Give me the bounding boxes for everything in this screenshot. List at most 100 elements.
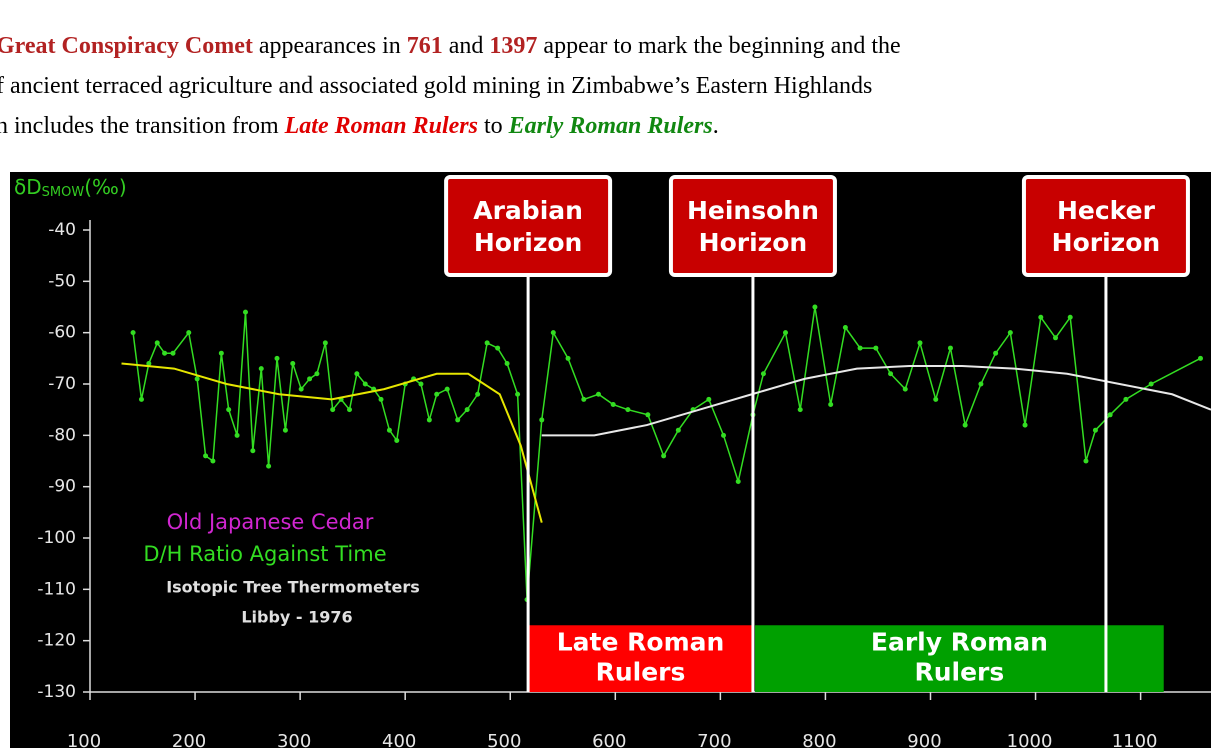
point bbox=[138, 396, 144, 402]
point bbox=[484, 340, 490, 346]
point bbox=[1007, 330, 1013, 336]
annotation: Isotopic Tree Thermometers bbox=[166, 578, 420, 597]
horizon-box bbox=[444, 175, 613, 277]
point bbox=[347, 407, 353, 413]
region bbox=[528, 625, 753, 692]
text-run: Early Roman Rulers bbox=[508, 113, 713, 139]
point bbox=[354, 371, 360, 377]
point bbox=[1083, 458, 1089, 464]
point bbox=[917, 340, 923, 346]
text-line: Great Conspiracy Comet appearances in 76… bbox=[0, 26, 1211, 66]
text-line: f ancient terraced agriculture and assoc… bbox=[0, 66, 1211, 106]
point bbox=[362, 381, 368, 387]
point bbox=[495, 345, 501, 351]
point bbox=[978, 381, 984, 387]
point bbox=[515, 391, 521, 397]
point bbox=[1092, 427, 1098, 433]
x-tick-label: 600 bbox=[592, 731, 626, 748]
x-tick-label: 700 bbox=[697, 731, 731, 748]
point bbox=[162, 350, 168, 356]
x-tick-label: 300 bbox=[277, 731, 311, 748]
text-run: Great Conspiracy Comet bbox=[0, 33, 253, 59]
point bbox=[282, 427, 288, 433]
point bbox=[290, 360, 296, 366]
point bbox=[595, 391, 601, 397]
point bbox=[675, 427, 681, 433]
y-tick-label: -120 bbox=[37, 631, 76, 651]
point bbox=[857, 345, 863, 351]
point bbox=[307, 376, 313, 382]
region-label: Early Roman bbox=[871, 627, 1048, 656]
text-run: appear to mark the beginning and the bbox=[537, 33, 901, 59]
point bbox=[721, 432, 727, 438]
y-axis-label: δDSMOW(‰) bbox=[14, 175, 127, 200]
point bbox=[550, 330, 556, 336]
point bbox=[842, 325, 848, 331]
x-tick-label: 1000 bbox=[1007, 731, 1053, 748]
point bbox=[933, 396, 939, 402]
text-run: and bbox=[442, 33, 490, 59]
point bbox=[1038, 314, 1044, 320]
x-tick-label: 500 bbox=[487, 731, 521, 748]
horizon-label: Hecker bbox=[1057, 196, 1156, 225]
y-tick-label: -90 bbox=[48, 477, 76, 497]
point bbox=[565, 355, 571, 361]
point bbox=[464, 407, 470, 413]
x-tick-label: 1100 bbox=[1112, 731, 1158, 748]
point bbox=[797, 407, 803, 413]
point bbox=[314, 371, 320, 377]
text-line: n includes the transition from Late Roma… bbox=[0, 106, 1211, 146]
point bbox=[444, 386, 450, 392]
text-run: . bbox=[712, 113, 719, 139]
point bbox=[760, 371, 766, 377]
y-tick-label: -60 bbox=[48, 323, 76, 343]
horizon-label: Horizon bbox=[1052, 228, 1161, 257]
point bbox=[1197, 355, 1203, 361]
line bbox=[541, 365, 1211, 437]
x-tick-label: 200 bbox=[172, 731, 206, 748]
point bbox=[298, 386, 304, 392]
y-label-part: SMOW bbox=[42, 185, 85, 200]
x-tick-label: 100 bbox=[67, 731, 101, 748]
point bbox=[234, 432, 240, 438]
point bbox=[735, 479, 741, 485]
point bbox=[434, 391, 440, 397]
point bbox=[993, 350, 999, 356]
y-tick-label: -50 bbox=[48, 271, 76, 291]
point bbox=[418, 381, 424, 387]
x-tick-label: 800 bbox=[802, 731, 836, 748]
point bbox=[130, 330, 136, 336]
point bbox=[1053, 335, 1059, 341]
point bbox=[581, 396, 587, 402]
text-run: f ancient terraced agriculture and assoc… bbox=[0, 73, 873, 99]
horizon-box bbox=[1021, 175, 1190, 277]
point bbox=[706, 396, 712, 402]
point bbox=[455, 417, 461, 423]
point bbox=[661, 453, 667, 459]
region-label: Rulers bbox=[596, 657, 686, 686]
point bbox=[258, 366, 264, 372]
point bbox=[186, 330, 192, 336]
point bbox=[386, 427, 392, 433]
annotation: Old Japanese Cedar bbox=[167, 510, 374, 534]
point bbox=[610, 402, 616, 408]
y-tick-label: -130 bbox=[37, 682, 76, 702]
text-run: 1397 bbox=[489, 33, 538, 59]
point bbox=[322, 340, 328, 346]
point bbox=[1022, 422, 1028, 428]
y-tick-label: -80 bbox=[48, 425, 76, 445]
region-label: Late Roman bbox=[557, 627, 725, 656]
point bbox=[1067, 314, 1073, 320]
horizon-box bbox=[668, 175, 837, 277]
point bbox=[783, 330, 789, 336]
point bbox=[539, 417, 545, 423]
x-tick-label: 400 bbox=[382, 731, 416, 748]
y-tick-label: -70 bbox=[48, 374, 76, 394]
y-label-part: (‰) bbox=[84, 175, 126, 199]
point bbox=[504, 360, 510, 366]
point bbox=[475, 391, 481, 397]
point bbox=[330, 407, 336, 413]
point bbox=[266, 463, 272, 469]
